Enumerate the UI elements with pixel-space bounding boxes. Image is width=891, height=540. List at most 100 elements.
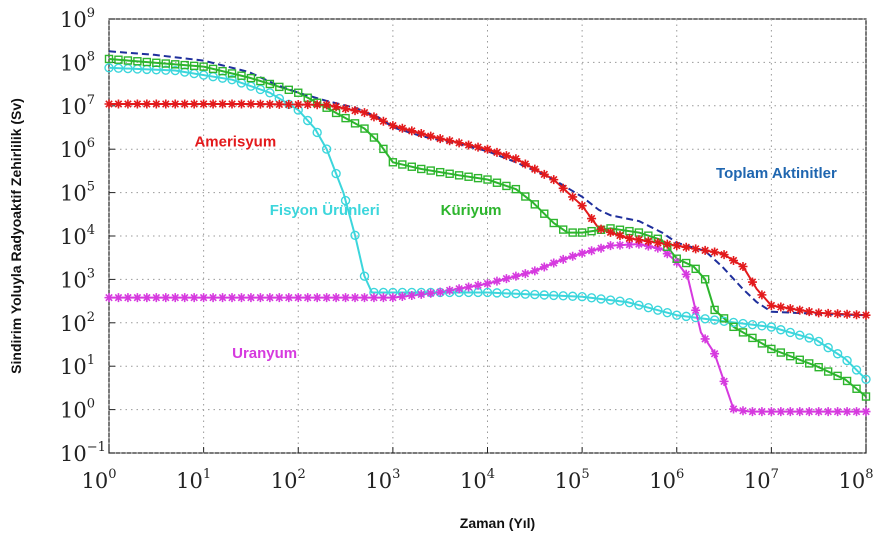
data-point-k-riyum <box>275 82 284 92</box>
data-point-k-riyum <box>435 167 445 177</box>
data-point-uranyum <box>501 274 511 284</box>
data-point-k-riyum <box>133 57 142 66</box>
data-point-uranyum <box>568 251 578 261</box>
data-point-uranyum <box>416 289 426 299</box>
data-point-amerisyum <box>785 304 795 314</box>
y-tick-label: 109 <box>60 6 95 32</box>
series-line-fisyon-r-nleri <box>108 66 867 381</box>
data-point-k-riyum <box>445 169 454 178</box>
data-point-amerisyum <box>558 183 568 193</box>
data-point-k-riyum <box>152 58 161 67</box>
data-point-uranyum <box>511 271 521 281</box>
data-point-k-riyum <box>171 60 180 69</box>
data-point-fisyon-r-nleri <box>113 63 124 73</box>
y-tick-label: 106 <box>60 136 95 162</box>
data-point-k-riyum <box>398 160 407 169</box>
data-point-k-riyum <box>208 64 218 74</box>
data-point-k-riyum <box>767 344 776 354</box>
data-point-uranyum <box>151 293 161 303</box>
data-point-uranyum <box>104 293 114 303</box>
data-point-amerisyum <box>672 241 682 251</box>
data-point-fisyon-r-nleri <box>530 289 540 300</box>
data-point-uranyum <box>710 349 720 359</box>
data-point-amerisyum <box>265 99 275 109</box>
data-point-uranyum <box>113 293 123 303</box>
data-point-fisyon-r-nleri <box>700 314 710 324</box>
x-tick-label: 107 <box>744 467 779 493</box>
data-point-k-riyum <box>861 392 871 401</box>
data-point-fisyon-r-nleri <box>662 307 672 318</box>
data-point-amerisyum <box>113 99 123 109</box>
data-point-amerisyum <box>350 106 360 116</box>
data-point-uranyum <box>785 407 795 417</box>
data-point-amerisyum <box>180 99 190 109</box>
data-point-amerisyum <box>388 121 398 131</box>
data-point-k-riyum <box>511 184 521 194</box>
grid <box>108 18 867 454</box>
data-point-amerisyum <box>530 164 540 174</box>
data-point-uranyum <box>624 240 634 250</box>
data-point-k-riyum <box>246 73 256 83</box>
data-point-k-riyum <box>180 60 189 70</box>
data-point-amerisyum <box>435 134 445 144</box>
data-point-fisyon-r-nleri <box>728 317 739 328</box>
data-point-fisyon-r-nleri <box>350 230 360 240</box>
data-point-fisyon-r-nleri <box>861 374 871 384</box>
data-point-fisyon-r-nleri <box>766 322 777 332</box>
data-point-amerisyum <box>454 138 464 148</box>
data-point-fisyon-r-nleri <box>832 349 843 359</box>
data-point-k-riyum <box>786 351 795 361</box>
data-point-uranyum <box>199 293 209 303</box>
data-point-uranyum <box>246 293 256 303</box>
data-point-fisyon-r-nleri <box>520 289 531 299</box>
data-point-uranyum <box>369 293 379 303</box>
data-point-fisyon-r-nleri <box>757 321 767 331</box>
data-point-amerisyum <box>729 256 739 266</box>
data-point-uranyum <box>776 407 786 417</box>
data-point-k-riyum <box>540 209 549 218</box>
data-point-uranyum <box>549 258 559 268</box>
data-point-amerisyum <box>833 309 843 319</box>
data-point-fisyon-r-nleri <box>539 290 549 300</box>
data-point-uranyum <box>303 293 313 303</box>
data-point-uranyum <box>265 293 275 303</box>
data-point-k-riyum <box>379 144 388 154</box>
data-point-k-riyum <box>852 384 861 393</box>
data-point-uranyum <box>833 407 843 417</box>
data-point-k-riyum <box>388 158 398 167</box>
data-point-amerisyum <box>407 126 417 136</box>
data-point-k-riyum <box>256 76 265 86</box>
data-point-uranyum <box>483 279 492 289</box>
data-point-k-riyum <box>104 54 114 64</box>
data-point-amerisyum <box>643 236 653 246</box>
x-tick-label: 105 <box>555 467 590 493</box>
data-point-amerisyum <box>322 100 332 110</box>
y-tick-label: 108 <box>60 49 95 75</box>
data-point-amerisyum <box>227 99 237 109</box>
x-tick-label: 106 <box>649 467 684 493</box>
data-point-fisyon-r-nleri <box>558 291 568 301</box>
data-point-amerisyum <box>511 154 521 164</box>
data-point-uranyum <box>350 293 360 303</box>
series-label-amerisyum: Amerisyum <box>194 134 276 151</box>
data-point-k-riyum <box>360 124 369 133</box>
data-point-fisyon-r-nleri <box>643 302 654 313</box>
data-point-uranyum <box>123 293 133 303</box>
data-point-k-riyum <box>407 162 416 171</box>
data-point-amerisyum <box>445 136 455 146</box>
data-point-amerisyum <box>823 308 833 318</box>
series-label-toplam-aktinitler: Toplam Aktinitler <box>716 165 837 182</box>
x-tick-label: 108 <box>838 467 873 493</box>
data-point-amerisyum <box>606 227 616 237</box>
data-point-amerisyum <box>520 159 530 169</box>
data-point-fisyon-r-nleri <box>596 294 606 304</box>
data-point-k-riyum <box>464 172 473 181</box>
data-point-k-riyum <box>483 175 492 184</box>
data-point-fisyon-r-nleri <box>842 355 852 366</box>
y-tick-label: 100 <box>60 397 95 423</box>
data-point-amerisyum <box>804 307 814 317</box>
data-point-fisyon-r-nleri <box>615 296 625 306</box>
data-point-uranyum <box>464 282 474 292</box>
data-point-uranyum <box>378 293 388 303</box>
data-point-amerisyum <box>189 99 199 109</box>
